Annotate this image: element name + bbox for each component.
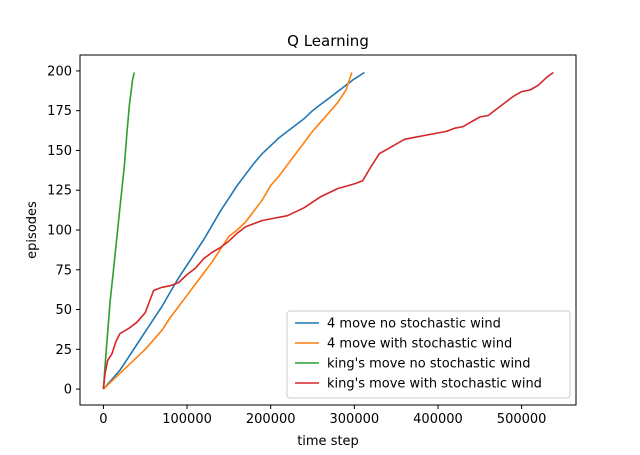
series-line-3 — [102, 72, 136, 390]
y-tick-label: 200 — [47, 64, 72, 79]
x-tick-label: 400000 — [413, 412, 463, 427]
x-tick-label: 0 — [99, 412, 107, 427]
legend-label: king's move with stochastic wind — [327, 377, 542, 392]
y-tick-label: 100 — [47, 224, 72, 239]
y-axis-ticks: 0 25 50 75 100 125 150 175 200 — [47, 64, 80, 398]
series-line-2 — [102, 72, 353, 390]
x-tick-label: 200000 — [246, 412, 296, 427]
y-tick-label: 150 — [47, 144, 72, 159]
series-line-1 — [102, 71, 365, 390]
series-line-4 — [102, 71, 554, 390]
y-tick-label: 50 — [55, 303, 72, 318]
x-axis-label: time step — [297, 434, 359, 449]
x-tick-label: 100000 — [162, 412, 212, 427]
y-tick-label: 75 — [55, 263, 72, 278]
y-tick-label: 0 — [64, 383, 72, 398]
y-tick-label: 25 — [55, 343, 72, 358]
series-layer — [102, 71, 554, 390]
legend-label: 4 move with stochastic wind — [327, 337, 512, 352]
legend: 4 move no stochastic wind 4 move with sto… — [286, 310, 571, 399]
x-tick-label: 300000 — [330, 412, 380, 427]
legend-label: king's move no stochastic wind — [327, 357, 531, 372]
chart-title: Q Learning — [287, 32, 369, 50]
y-axis-label: episodes — [25, 201, 40, 259]
x-axis-ticks: 0 100000 200000 300000 400000 500000 — [99, 405, 546, 427]
legend-label: 4 move no stochastic wind — [327, 317, 501, 332]
y-tick-label: 175 — [47, 104, 72, 119]
legend-box — [286, 310, 571, 399]
y-tick-label: 125 — [47, 184, 72, 199]
x-tick-label: 500000 — [497, 412, 547, 427]
